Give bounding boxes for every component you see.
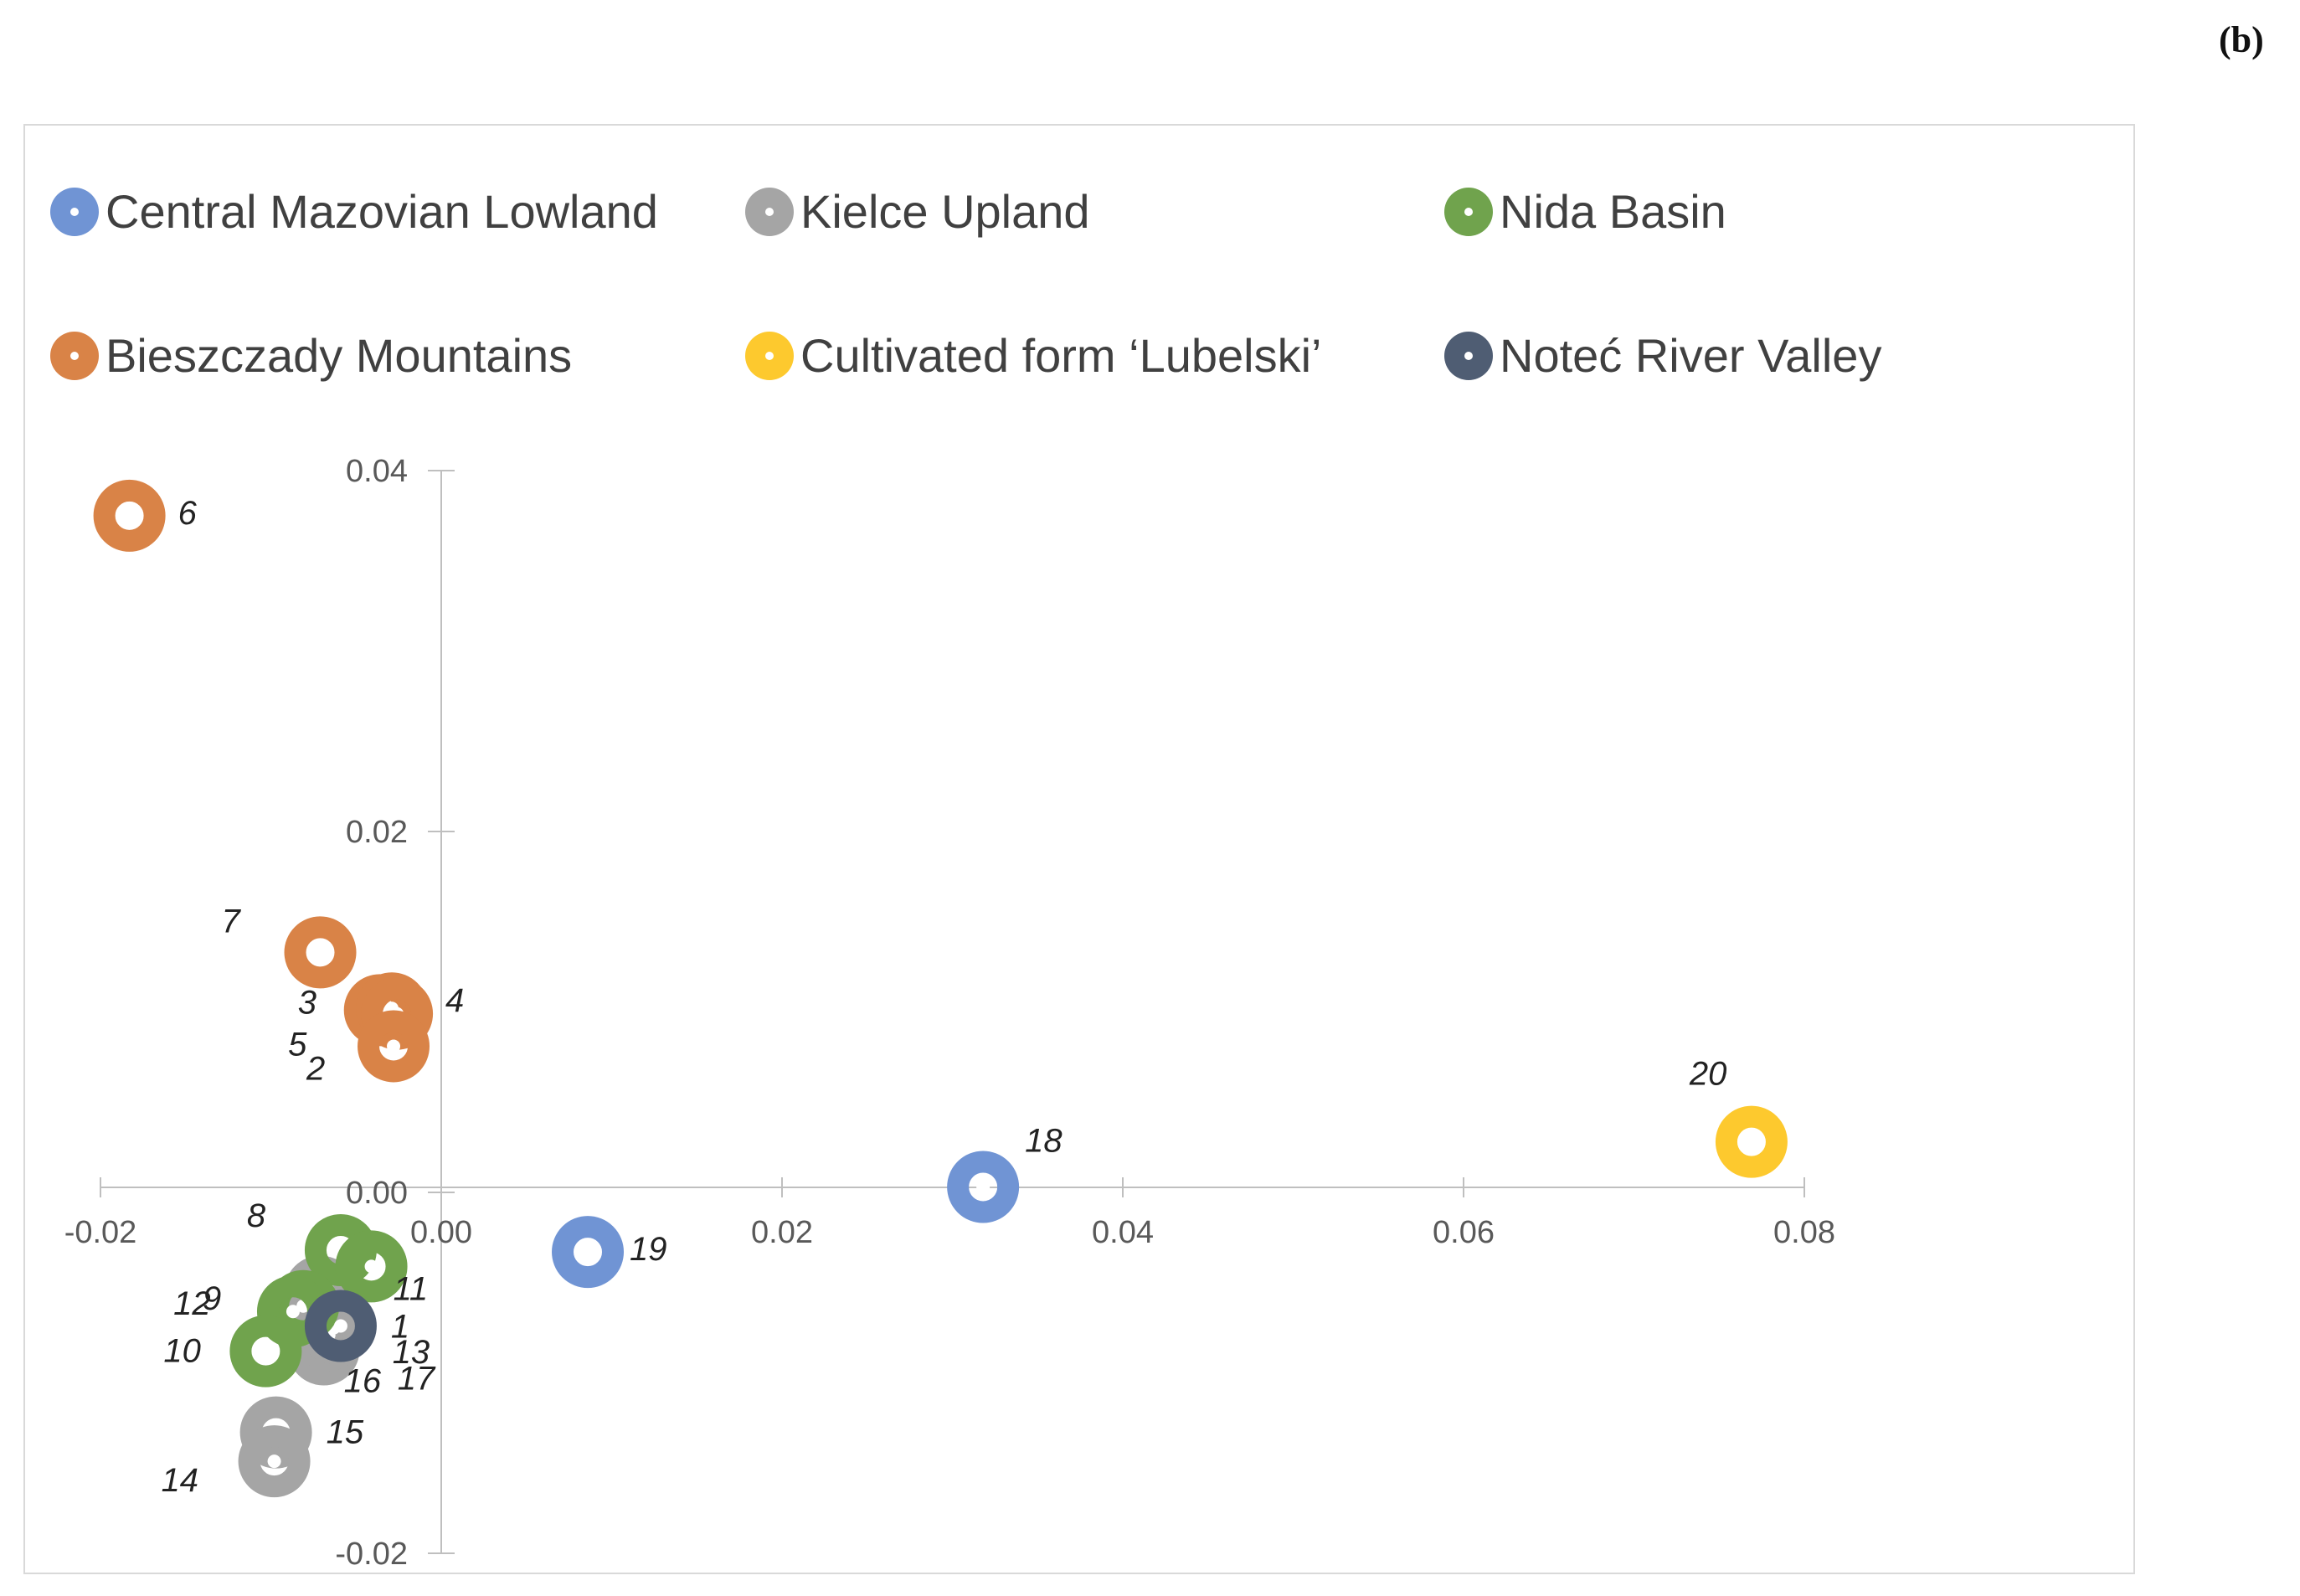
data-point xyxy=(947,1151,1020,1223)
data-point-center xyxy=(122,508,136,523)
legend-marker xyxy=(50,331,99,380)
point-label: 4 xyxy=(445,982,464,1019)
legend-marker xyxy=(50,187,99,236)
point-label: 16 xyxy=(344,1362,382,1399)
data-point-center xyxy=(286,1305,300,1319)
point-label: 17 xyxy=(398,1361,436,1398)
point-label: 20 xyxy=(1689,1056,1727,1093)
data-point-center xyxy=(976,1180,990,1194)
data-point-center xyxy=(267,1454,281,1469)
legend-label: Kielce Upland xyxy=(800,185,1090,238)
data-point-center xyxy=(333,1319,347,1333)
x-tick-label: 0.02 xyxy=(751,1215,813,1250)
x-tick-label: 0.06 xyxy=(1433,1215,1495,1250)
legend-label: Noteć River Valley xyxy=(1500,329,1882,382)
data-point xyxy=(358,1010,430,1083)
legend-item: Central Mazovian Lowland xyxy=(50,184,658,239)
point-label: 10 xyxy=(163,1333,201,1370)
legend-item: Noteć River Valley xyxy=(1444,328,1881,383)
point-label: 19 xyxy=(630,1231,667,1268)
point-label: 15 xyxy=(327,1414,364,1451)
x-tick-label: 0.04 xyxy=(1092,1215,1154,1250)
data-point-center xyxy=(259,1344,273,1358)
point-label: 11 xyxy=(394,1270,429,1307)
x-tick-label: -0.02 xyxy=(64,1215,137,1250)
data-point xyxy=(238,1425,311,1498)
legend-label: Bieszczady Mountains xyxy=(105,329,573,382)
point-label: 5 xyxy=(288,1027,307,1063)
panel-label: (b) xyxy=(2219,19,2264,60)
data-point xyxy=(93,479,166,552)
point-label: 1 xyxy=(391,1308,409,1345)
point-label: 14 xyxy=(162,1462,199,1499)
point-label: 7 xyxy=(222,903,242,940)
legend: Central Mazovian Lowland Kielce Upland Nid… xyxy=(50,184,2060,402)
x-tick-label: 0.00 xyxy=(410,1215,472,1250)
data-point-center xyxy=(1744,1135,1758,1149)
data-point xyxy=(284,916,357,989)
legend-label: Cultivated form ‘Lubelski’ xyxy=(800,329,1322,382)
legend-marker xyxy=(1444,187,1493,236)
legend-item: Nida Basin xyxy=(1444,184,1726,239)
point-label: 8 xyxy=(247,1197,266,1234)
legend-marker xyxy=(1444,331,1493,380)
legend-item: Kielce Upland xyxy=(745,184,1090,239)
data-point xyxy=(552,1216,625,1289)
y-tick-label: 0.02 xyxy=(346,815,408,850)
legend-item: Bieszczady Mountains xyxy=(50,328,572,383)
data-point xyxy=(1715,1105,1788,1178)
y-tick-label: 0.04 xyxy=(346,454,408,489)
data-point-center xyxy=(364,1259,378,1274)
y-tick-label: -0.02 xyxy=(335,1537,408,1572)
chart-area xyxy=(23,124,2135,1574)
y-tick-label: 0.00 xyxy=(346,1176,408,1211)
legend-label: Nida Basin xyxy=(1500,185,1726,238)
data-point xyxy=(304,1290,377,1362)
data-point xyxy=(335,1230,408,1303)
legend-marker xyxy=(745,187,794,236)
point-label: 3 xyxy=(298,984,316,1021)
point-label: 2 xyxy=(306,1050,325,1087)
data-point xyxy=(229,1315,302,1387)
data-point-center xyxy=(387,1039,401,1053)
point-label: 12 xyxy=(173,1285,211,1322)
point-label: 6 xyxy=(178,495,198,532)
legend-label: Central Mazovian Lowland xyxy=(105,185,658,238)
point-label: 18 xyxy=(1025,1123,1063,1160)
legend-marker xyxy=(745,331,794,380)
data-point-center xyxy=(581,1245,595,1259)
data-point-center xyxy=(313,945,327,960)
point-label: 9 xyxy=(203,1280,221,1317)
data-point xyxy=(361,977,434,1050)
legend-item: Cultivated form ‘Lubelski’ xyxy=(745,328,1321,383)
x-tick-label: 0.08 xyxy=(1773,1215,1835,1250)
point-label: 13 xyxy=(393,1334,430,1371)
